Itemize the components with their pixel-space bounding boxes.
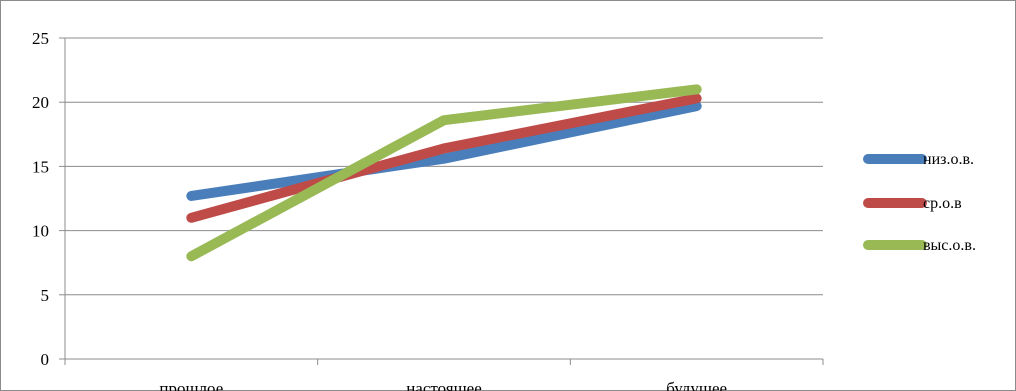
series-lines bbox=[186, 84, 702, 262]
y-tick-label: 10 bbox=[32, 222, 49, 241]
series-line-1 bbox=[186, 93, 702, 223]
y-tick-label: 0 bbox=[41, 350, 50, 369]
legend-label-1: ср.о.в bbox=[923, 195, 962, 212]
legend-label-0: низ.о.в. bbox=[923, 151, 974, 168]
y-tick-label: 25 bbox=[32, 29, 49, 48]
x-tick-label: будущее bbox=[666, 379, 727, 391]
y-tick-label: 20 bbox=[32, 93, 49, 112]
series-line-2 bbox=[186, 84, 702, 262]
gridlines bbox=[65, 37, 823, 296]
y-tick-label: 5 bbox=[41, 286, 50, 305]
y-tick-labels: 0 5 10 15 20 25 bbox=[32, 29, 49, 369]
legend-label-2: выс.о.в. bbox=[923, 237, 976, 254]
series-line-0 bbox=[186, 101, 702, 201]
x-tick-label: прошлое bbox=[159, 379, 223, 391]
x-tick-labels: прошлое настоящее будущее bbox=[159, 379, 727, 391]
y-tick-label: 15 bbox=[32, 157, 49, 176]
legend: низ.о.в. ср.о.в выс.о.в. bbox=[863, 151, 976, 254]
x-tick-label: настоящее bbox=[406, 379, 482, 391]
axes bbox=[59, 37, 824, 365]
